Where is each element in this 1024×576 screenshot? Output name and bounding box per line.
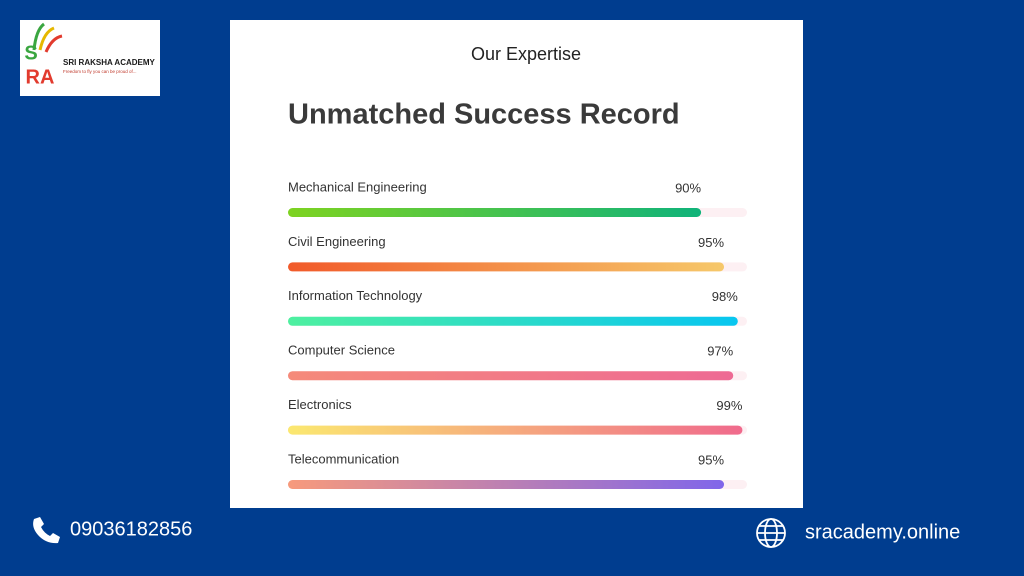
skill-percent: 95% bbox=[698, 235, 724, 250]
skill-name: Civil Engineering bbox=[288, 234, 386, 249]
skill-name: Information Technology bbox=[288, 288, 423, 303]
logo-box bbox=[20, 20, 160, 96]
logo-letters: RA bbox=[26, 66, 55, 88]
skill-percent: 99% bbox=[716, 398, 742, 413]
progress-fill bbox=[288, 262, 725, 272]
skill-percent: 95% bbox=[698, 452, 724, 467]
logo-tagline: Freedom to fly you can be proud of... bbox=[63, 69, 137, 74]
skill-name: Mechanical Engineering bbox=[288, 179, 427, 194]
card-subtitle: Our Expertise bbox=[471, 44, 581, 64]
skill-percent: 97% bbox=[707, 344, 733, 359]
skill-name: Telecommunication bbox=[288, 451, 399, 466]
phone-icon bbox=[33, 517, 60, 544]
skill-percent: 90% bbox=[675, 180, 701, 195]
skill-name: Computer Science bbox=[288, 343, 395, 358]
logo-feather bbox=[32, 22, 63, 53]
skill-percent: 98% bbox=[712, 289, 738, 304]
progress-fill bbox=[288, 316, 738, 326]
progress-fill bbox=[288, 425, 743, 435]
progress-fill bbox=[288, 208, 702, 217]
globe-icon bbox=[756, 518, 786, 548]
progress-fill bbox=[288, 480, 725, 489]
phone-number: 09036182856 bbox=[70, 518, 192, 540]
logo-letter: S bbox=[24, 42, 37, 64]
card-title: Unmatched Success Record bbox=[288, 99, 680, 131]
website: sracademy.online bbox=[805, 521, 960, 543]
progress-list: Mechanical Engineering 90% Civil Engineeri… bbox=[288, 179, 747, 489]
progress-fill bbox=[288, 371, 734, 381]
skill-name: Electronics bbox=[288, 397, 352, 412]
logo-name: SRI RAKSHA ACADEMY bbox=[63, 58, 156, 67]
